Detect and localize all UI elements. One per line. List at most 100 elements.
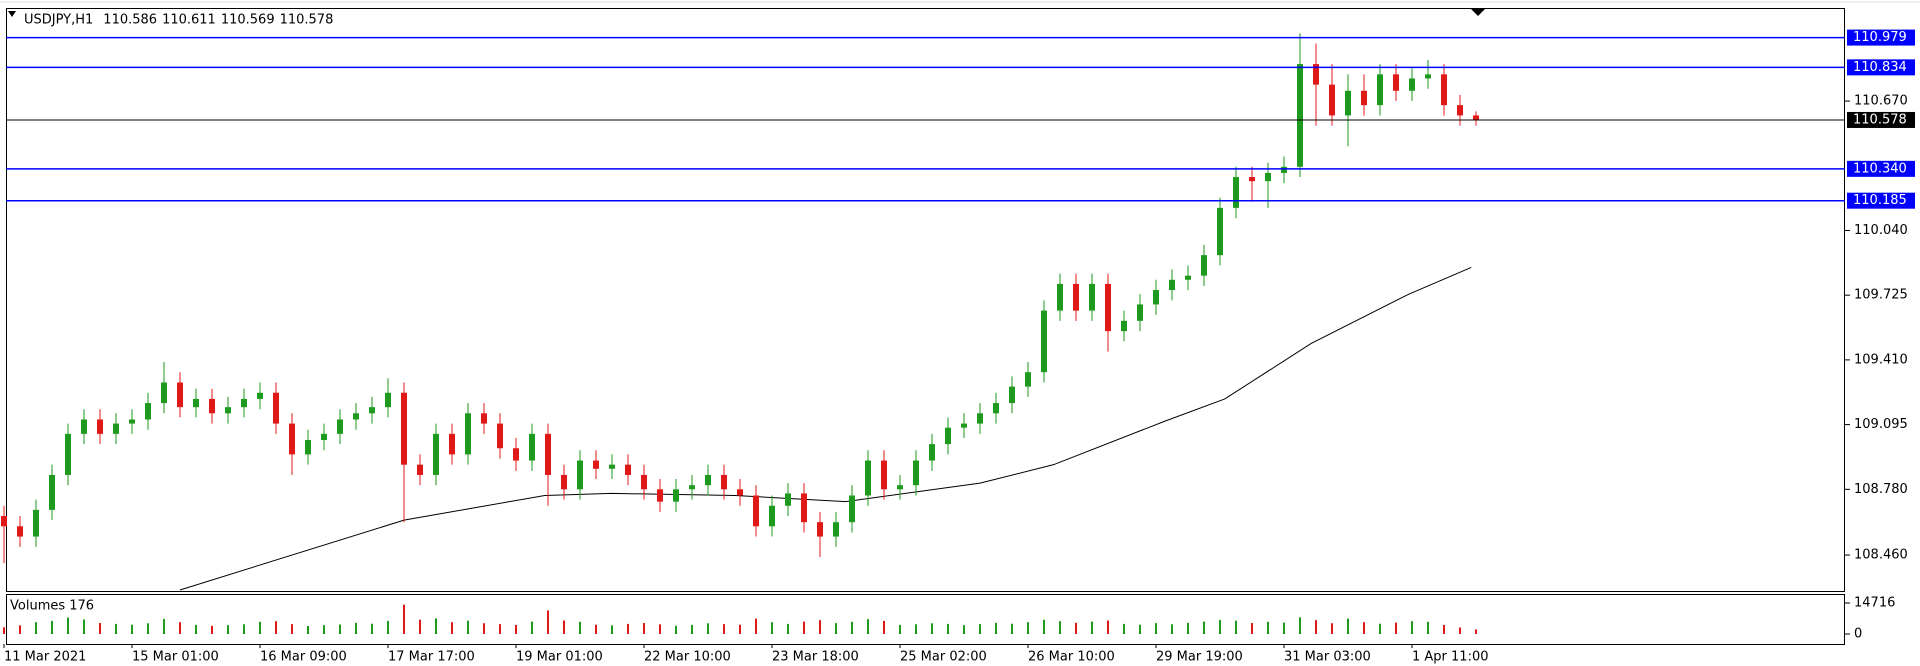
candle-body xyxy=(801,493,807,523)
x-tick-label: 23 Mar 18:00 xyxy=(772,650,859,665)
price-level-label: 110.340 xyxy=(1853,161,1907,176)
candle-body xyxy=(1153,290,1159,305)
shift-marker xyxy=(1471,9,1485,16)
price-level-tag xyxy=(1847,192,1915,209)
symbol-label: USDJPY,H1 xyxy=(24,13,93,28)
candle-body xyxy=(993,403,999,414)
x-tick-label: 17 Mar 17:00 xyxy=(388,650,475,665)
candle-body xyxy=(305,440,311,455)
price-level-tag xyxy=(1847,59,1915,76)
candle-body xyxy=(977,413,983,424)
y-tick-label: 108.780 xyxy=(1854,482,1908,497)
candle-body xyxy=(609,464,615,469)
candle-body xyxy=(97,419,103,434)
moving-average xyxy=(179,266,1472,591)
candle-body xyxy=(465,413,471,455)
price-level-tag xyxy=(1847,29,1915,46)
candle-body xyxy=(689,485,695,490)
candle-body xyxy=(1409,78,1415,91)
candle-body xyxy=(577,460,583,490)
price-level-tag xyxy=(1847,111,1915,128)
candle-body xyxy=(1169,279,1175,291)
x-tick-label: 16 Mar 09:00 xyxy=(260,650,347,665)
volume-tick-label: 14716 xyxy=(1854,596,1895,611)
candle-body xyxy=(641,474,647,490)
candle-body xyxy=(385,392,391,408)
price-level-label: 110.578 xyxy=(1853,112,1907,127)
candle-body xyxy=(433,433,439,475)
menu-arrow[interactable] xyxy=(8,11,16,17)
candle-body xyxy=(1105,283,1111,332)
header-price: 110.586 xyxy=(103,13,157,28)
candle-body xyxy=(1265,172,1271,182)
candle-body xyxy=(753,495,759,527)
x-tick-label: 15 Mar 01:00 xyxy=(132,650,219,665)
volume-panel xyxy=(6,594,1845,645)
candle-body xyxy=(241,398,247,408)
candle-body xyxy=(961,423,967,428)
candle-body xyxy=(545,433,551,475)
candle-body xyxy=(161,382,167,404)
volume-tick-label: 0 xyxy=(1854,627,1862,642)
candle-body xyxy=(929,444,935,461)
candle-body xyxy=(1201,255,1207,276)
candle-body xyxy=(1009,386,1015,404)
candle-body xyxy=(945,427,951,445)
candle-body xyxy=(1137,304,1143,321)
price-level-tag xyxy=(1847,160,1915,177)
candle-body xyxy=(513,448,519,461)
candle-body xyxy=(625,464,631,475)
y-tick-label: 110.040 xyxy=(1854,223,1908,238)
candle-body xyxy=(1457,105,1463,116)
candle-body xyxy=(209,398,215,414)
price-level-label: 110.979 xyxy=(1853,30,1907,45)
candle-body xyxy=(1041,310,1047,373)
candle-body xyxy=(881,460,887,490)
candle-body xyxy=(129,419,135,424)
candle-body xyxy=(257,392,263,399)
main-panel xyxy=(6,8,1845,592)
candle-body xyxy=(369,407,375,414)
header-price: 110.569 xyxy=(221,13,275,28)
candle-body xyxy=(561,474,567,490)
candle-body xyxy=(337,419,343,434)
candle-body xyxy=(33,509,39,537)
candle-body xyxy=(49,474,55,510)
candle-body xyxy=(785,493,791,506)
price-level-label: 110.834 xyxy=(1853,60,1907,75)
candle-body xyxy=(1425,74,1431,79)
x-tick-label: 19 Mar 01:00 xyxy=(516,650,603,665)
candle-body xyxy=(1361,90,1367,106)
candle-body xyxy=(657,489,663,502)
candle-body xyxy=(1057,283,1063,311)
candle-body xyxy=(113,423,119,434)
x-tick-label: 1 Apr 11:00 xyxy=(1412,650,1489,665)
candle-body xyxy=(913,460,919,486)
candle-body xyxy=(817,522,823,537)
candle-body xyxy=(1393,74,1399,91)
candle-body xyxy=(593,460,599,469)
candle-body xyxy=(1441,74,1447,106)
candle-body xyxy=(81,419,87,434)
header-price: 110.578 xyxy=(280,13,334,28)
candle-body xyxy=(721,474,727,490)
header-price: 110.611 xyxy=(162,13,216,28)
volume-label: Volumes 176 xyxy=(10,599,94,614)
candle-body xyxy=(193,398,199,408)
x-tick-label: 22 Mar 10:00 xyxy=(644,650,731,665)
candle-body xyxy=(353,413,359,420)
candle-body xyxy=(1025,372,1031,387)
candle-body xyxy=(1233,177,1239,208)
candle-body xyxy=(737,489,743,496)
candle-body xyxy=(833,522,839,537)
candle-body xyxy=(865,460,871,496)
candle-body xyxy=(673,489,679,502)
candle-body xyxy=(225,407,231,414)
candle-body xyxy=(1473,115,1479,120)
x-tick-label: 11 Mar 2021 xyxy=(4,650,86,665)
candle-body xyxy=(177,382,183,408)
candle-body xyxy=(849,495,855,523)
candle-body xyxy=(529,433,535,461)
candle-body xyxy=(1345,90,1351,116)
